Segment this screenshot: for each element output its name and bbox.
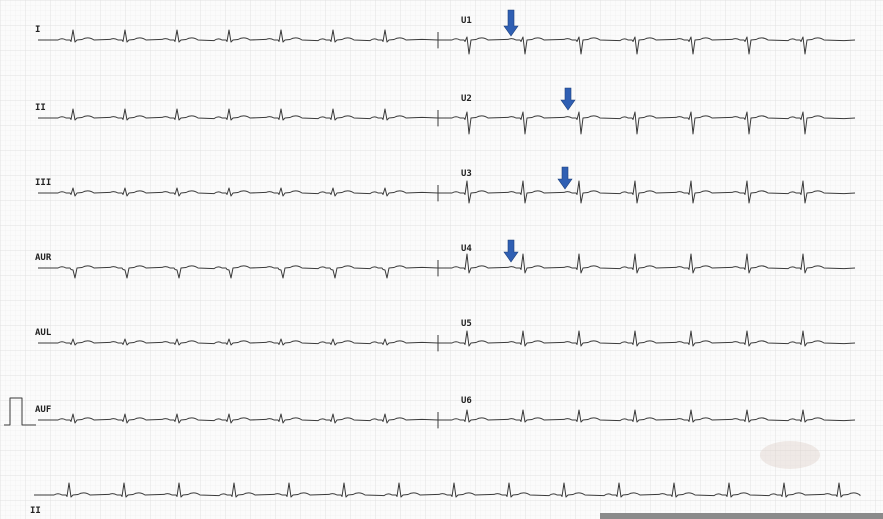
lead-label: U4 xyxy=(461,244,472,254)
lead-label: U2 xyxy=(461,94,472,104)
lead-label: AUF xyxy=(35,405,51,415)
grid xyxy=(0,0,883,519)
lead-label: II xyxy=(30,506,41,516)
lead-label: II xyxy=(35,103,46,113)
lead-label: AUL xyxy=(35,328,52,338)
lead-label: AUR xyxy=(35,253,52,263)
lead-label: U1 xyxy=(461,16,472,26)
lead-label: U5 xyxy=(461,319,472,329)
lead-label: I xyxy=(35,25,40,35)
stain xyxy=(760,441,820,469)
lead-label: III xyxy=(35,178,51,188)
lead-label: U3 xyxy=(461,169,472,179)
edge-bar xyxy=(600,513,883,519)
lead-label: U6 xyxy=(461,396,472,406)
ecg-sheet: I U1 II U2 III U3 AUR U4 AUL U5 AUF U6 II xyxy=(0,0,883,519)
